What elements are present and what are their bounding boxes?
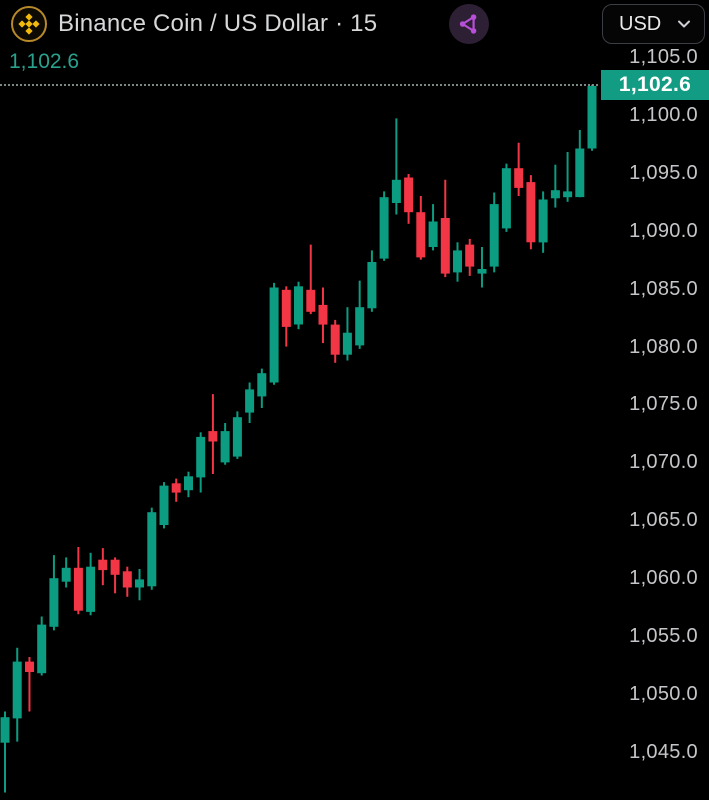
candle-body	[12, 661, 22, 719]
candle-body	[98, 559, 108, 571]
candle-body	[0, 717, 10, 743]
candle-body	[342, 332, 352, 355]
currency-label: USD	[619, 12, 662, 35]
binance-coin-logo-icon	[11, 6, 47, 42]
current-price-badge: 1,102.6	[601, 70, 709, 100]
share-button[interactable]	[449, 4, 489, 44]
candle-body	[61, 567, 71, 582]
candle-body	[110, 559, 120, 575]
candle-body	[184, 476, 193, 491]
candle-body	[306, 289, 316, 312]
candle-body	[575, 148, 585, 198]
candle-body	[73, 567, 83, 611]
candle-body	[159, 485, 169, 525]
y-axis-label: 1,060.0	[629, 567, 698, 590]
candle-body	[404, 177, 414, 213]
current-price-label: 1,102.6	[9, 50, 80, 73]
candle-body	[25, 661, 34, 672]
y-axis-label: 1,105.0	[629, 46, 698, 68]
candle-body	[269, 287, 279, 383]
candle-body	[196, 436, 206, 478]
candle-body	[135, 579, 144, 588]
candle-body	[86, 566, 96, 612]
y-axis-label: 1,095.0	[629, 161, 698, 184]
candle-body	[281, 289, 291, 327]
candle-body	[220, 431, 230, 463]
share-icon	[459, 14, 477, 34]
candle-body	[477, 269, 487, 274]
candle-body	[453, 250, 462, 273]
candle-body	[563, 191, 573, 198]
candle-body	[330, 324, 340, 355]
candle-body	[245, 389, 255, 413]
candle-body	[49, 578, 59, 627]
y-axis-label: 1,075.0	[629, 393, 698, 416]
candle-body	[489, 204, 499, 267]
candle-body	[526, 182, 536, 243]
candle-body	[294, 286, 303, 325]
candle-body	[367, 262, 377, 309]
candle-body	[514, 168, 524, 188]
candle-body	[538, 199, 548, 243]
candle-body	[318, 304, 328, 325]
chart-header: Binance Coin / US Dollar · 15 USD	[0, 0, 709, 48]
candle-body	[122, 571, 132, 588]
chevron-down-icon	[678, 20, 690, 28]
candle-body	[355, 307, 365, 346]
price-axis[interactable]: 1,105.0 1,100.0 1,095.0 1,090.0 1,085.0 1,080…	[600, 46, 709, 800]
candle-body	[440, 218, 450, 274]
y-axis-label: 1,045.0	[629, 740, 698, 763]
candle-body	[257, 373, 267, 397]
y-axis-label: 1,055.0	[629, 625, 698, 648]
bnb-diamond-glyph	[18, 13, 40, 35]
candle-body	[232, 417, 242, 457]
y-axis-label: 1,085.0	[629, 277, 698, 300]
candle-body	[379, 197, 389, 259]
candle-body	[587, 86, 597, 149]
candle-body	[416, 212, 426, 258]
current-price-dotted-line	[0, 84, 598, 86]
candle-body	[501, 168, 511, 229]
candle-body	[37, 624, 47, 674]
y-axis-label: 1,050.0	[629, 683, 698, 706]
candle-body	[428, 221, 438, 247]
y-axis-label: 1,070.0	[629, 451, 698, 474]
symbol-title: Binance Coin / US Dollar · 15	[58, 10, 378, 37]
y-axis-label: 1,080.0	[629, 335, 698, 358]
y-axis-label: 1,090.0	[629, 219, 698, 242]
candle-body	[465, 244, 475, 267]
y-axis-label: 1,065.0	[629, 509, 698, 532]
currency-dropdown[interactable]: USD	[602, 4, 705, 44]
candle-body	[391, 179, 401, 203]
candle-body	[171, 483, 181, 493]
candle-body	[147, 512, 157, 587]
y-axis-label: 1,100.0	[629, 103, 698, 126]
candle-body	[550, 190, 560, 199]
candle-body	[208, 431, 218, 442]
